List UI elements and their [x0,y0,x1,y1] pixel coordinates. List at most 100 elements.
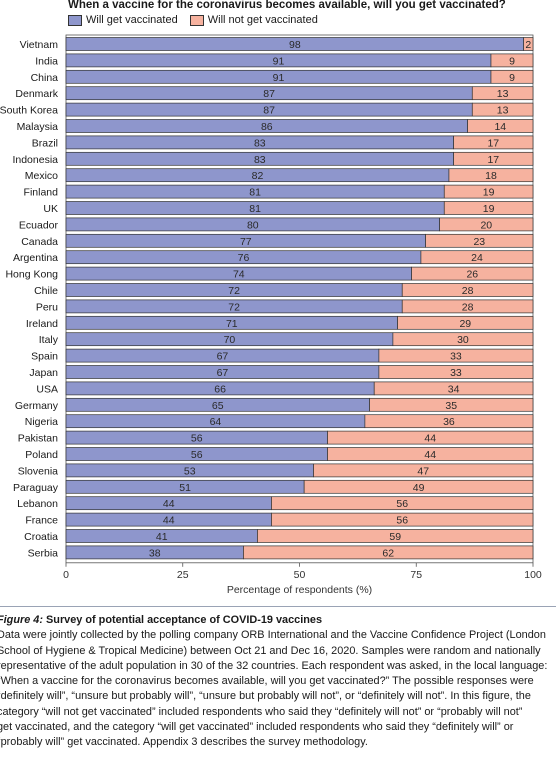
bar-not-vaccinated [373,381,534,396]
bar-not-vaccinated [490,53,534,68]
data-label-not-vaccinated: 13 [497,105,509,117]
category-label: Spain [31,351,58,363]
data-label-vaccinated: 51 [179,482,191,494]
bar-not-vaccinated [327,447,534,461]
data-label-vaccinated: 71 [226,318,238,330]
bar-not-vaccinated [303,479,534,494]
x-tick-label: 25 [177,569,189,581]
data-label-not-vaccinated: 14 [494,121,506,133]
data-label-vaccinated: 65 [212,400,224,412]
bar-not-vaccinated [420,250,534,265]
legend-swatch-vaccinated [68,14,82,26]
data-label-vaccinated: 72 [228,301,240,313]
bar-not-vaccinated [327,430,534,445]
data-label-not-vaccinated: 59 [389,531,401,543]
data-label-vaccinated: 70 [224,334,236,346]
data-label-not-vaccinated: 24 [471,252,483,264]
bar-not-vaccinated [369,397,534,412]
legend-label-vaccinated: Will get vaccinated [86,14,178,26]
data-label-vaccinated: 56 [191,449,203,461]
category-label: Ireland [26,318,58,330]
category-label: South Korea [0,105,58,117]
category-label: France [25,515,58,527]
data-label-not-vaccinated: 19 [483,203,495,215]
data-label-not-vaccinated: 62 [382,547,394,559]
bar-not-vaccinated [313,463,534,478]
data-label-vaccinated: 81 [249,203,261,215]
data-label-not-vaccinated: 18 [485,170,497,182]
caption-body: Data were jointly collected by the polli… [0,628,553,750]
category-label: Lebanon [17,498,58,510]
bar-not-vaccinated [271,496,534,511]
category-label: China [31,72,59,84]
legend-swatch-not-vaccinated [189,14,204,26]
caption-line: get vaccinated, and the category “will g… [0,721,514,734]
bar-not-vaccinated [467,119,534,133]
chart-panel: 98 2 Vietnam 91 9 India 91 9 China 87 13 Denmark 87 1… [0,0,542,596]
data-label-vaccinated: 64 [210,416,222,428]
category-label: Paraguay [13,482,59,494]
data-label-not-vaccinated: 33 [450,367,462,379]
data-label-vaccinated: 87 [263,88,275,100]
category-label: Pakistan [18,433,58,445]
data-label-vaccinated: 53 [184,465,196,477]
category-label: Peru [36,301,58,313]
bar-not-vaccinated [271,512,534,527]
figure-caption: Figure 4: Survey of potential acceptance… [0,613,553,751]
legend: Will get vaccinated Will not get vaccina… [68,14,327,29]
data-label-not-vaccinated: 44 [424,449,436,461]
data-label-not-vaccinated: 56 [396,515,408,527]
figure-divider [0,606,556,607]
data-label-vaccinated: 77 [240,236,252,248]
data-label-not-vaccinated: 19 [483,187,495,199]
category-label: Slovenia [18,465,58,477]
data-label-not-vaccinated: 56 [396,498,408,510]
caption-label: Figure 4: [0,614,43,626]
category-label: UK [43,203,58,215]
data-label-vaccinated: 56 [191,433,203,445]
category-label: Canada [21,236,58,248]
bar-not-vaccinated [243,545,534,560]
legend-item-not-vaccinated: Will not get vaccinated [189,14,318,26]
legend-label-not-vaccinated: Will not get vaccinated [207,14,318,26]
bar-not-vaccinated [401,283,534,297]
data-label-not-vaccinated: 23 [473,236,485,248]
bar-not-vaccinated [397,315,534,330]
category-label: Denmark [15,88,58,100]
data-label-vaccinated: 44 [163,498,175,510]
data-label-vaccinated: 66 [214,383,226,395]
bar-not-vaccinated [378,348,534,363]
bar-not-vaccinated [453,135,534,150]
data-label-not-vaccinated: 17 [487,154,499,166]
data-label-not-vaccinated: 26 [466,269,478,281]
data-label-not-vaccinated: 28 [462,301,474,313]
data-label-vaccinated: 41 [156,531,168,543]
category-label: Finland [24,187,59,199]
bar-not-vaccinated [471,102,534,117]
bar-not-vaccinated [471,86,534,101]
data-label-not-vaccinated: 29 [459,318,471,330]
category-label: India [35,55,58,67]
bar-not-vaccinated [392,332,534,347]
caption-heading: Figure 4: Survey of potential acceptance… [0,613,553,628]
data-label-vaccinated: 72 [228,285,240,297]
caption-line: “When a vaccine for the coronavirus beco… [0,675,534,688]
data-label-not-vaccinated: 28 [462,285,474,297]
bar-not-vaccinated [453,151,534,166]
category-label: Poland [25,449,58,461]
data-label-vaccinated: 76 [238,252,250,264]
caption-line: representative of the adult population i… [0,659,548,672]
bar-not-vaccinated [411,266,534,281]
bar-not-vaccinated [523,37,534,51]
data-label-not-vaccinated: 35 [445,400,457,412]
category-label: Italy [39,334,59,346]
category-label: Vietnam [20,39,59,51]
category-label: Argentina [13,252,58,264]
caption-line: “probably will” get vaccinated. Appendix… [0,736,368,749]
data-label-vaccinated: 82 [252,170,264,182]
data-label-not-vaccinated: 36 [443,416,455,428]
category-label: Ecuador [19,219,59,231]
data-label-vaccinated: 91 [273,55,285,67]
category-label: Germany [15,400,59,412]
